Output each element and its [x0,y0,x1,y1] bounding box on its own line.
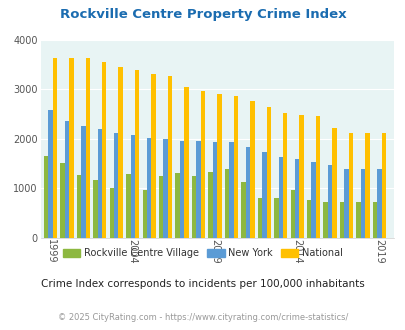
Bar [208,172,212,238]
Bar [311,162,315,238]
Bar [306,200,311,238]
Legend: Rockville Centre Village, New York, National: Rockville Centre Village, New York, Nati… [59,244,346,262]
Bar [163,139,167,238]
Bar [241,182,245,238]
Bar [85,58,90,238]
Bar [151,74,156,238]
Bar [364,133,369,238]
Bar [130,135,134,238]
Bar [376,169,381,238]
Bar [262,152,266,238]
Bar [290,190,294,238]
Bar [273,198,278,238]
Bar [212,142,217,238]
Bar [64,121,69,238]
Bar [126,174,130,238]
Bar [81,126,85,238]
Bar [142,189,147,238]
Bar [53,58,57,238]
Bar [278,157,282,238]
Bar [97,129,102,238]
Bar [159,176,163,238]
Bar [266,107,271,238]
Bar [381,133,385,238]
Bar [299,115,303,238]
Bar [327,165,332,238]
Bar [44,156,48,238]
Bar [356,202,360,238]
Bar [343,169,348,238]
Bar [192,176,196,238]
Bar [217,94,221,238]
Text: Crime Index corresponds to incidents per 100,000 inhabitants: Crime Index corresponds to incidents per… [41,279,364,289]
Bar [323,202,327,238]
Bar [175,173,179,238]
Bar [167,76,172,238]
Bar [114,133,118,238]
Bar [184,86,188,238]
Bar [332,128,336,238]
Bar [372,202,376,238]
Bar [48,110,53,238]
Bar [282,114,287,238]
Bar [224,169,229,238]
Bar [294,159,299,238]
Bar [245,147,249,238]
Bar [69,58,73,238]
Bar [179,141,184,238]
Bar [200,91,205,238]
Bar [348,133,352,238]
Bar [257,197,262,238]
Bar [118,67,123,238]
Bar [339,202,343,238]
Bar [360,169,364,238]
Text: © 2025 CityRating.com - https://www.cityrating.com/crime-statistics/: © 2025 CityRating.com - https://www.city… [58,314,347,322]
Bar [196,141,200,238]
Bar [249,102,254,238]
Bar [93,180,97,238]
Bar [109,187,114,238]
Bar [102,62,106,238]
Bar [147,138,151,238]
Bar [233,96,237,238]
Bar [60,163,64,238]
Text: Rockville Centre Property Crime Index: Rockville Centre Property Crime Index [60,8,345,21]
Bar [134,70,139,238]
Bar [315,116,320,238]
Bar [229,142,233,238]
Bar [77,175,81,238]
